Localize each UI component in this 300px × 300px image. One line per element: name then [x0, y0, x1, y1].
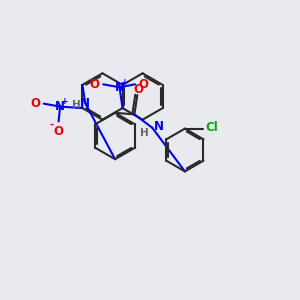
Text: N: N	[80, 97, 90, 110]
Text: O: O	[134, 83, 144, 96]
Text: N: N	[154, 120, 164, 133]
Text: N: N	[55, 100, 65, 113]
Text: -: -	[49, 119, 53, 129]
Text: O: O	[90, 78, 100, 91]
Text: Cl: Cl	[205, 121, 218, 134]
Text: O: O	[139, 78, 148, 91]
Text: +: +	[121, 78, 128, 87]
Text: -: -	[88, 75, 93, 85]
Text: H: H	[140, 128, 149, 138]
Text: O: O	[54, 125, 64, 138]
Text: N: N	[115, 81, 124, 94]
Text: O: O	[30, 97, 40, 110]
Text: H: H	[72, 100, 81, 110]
Text: +: +	[61, 97, 69, 106]
